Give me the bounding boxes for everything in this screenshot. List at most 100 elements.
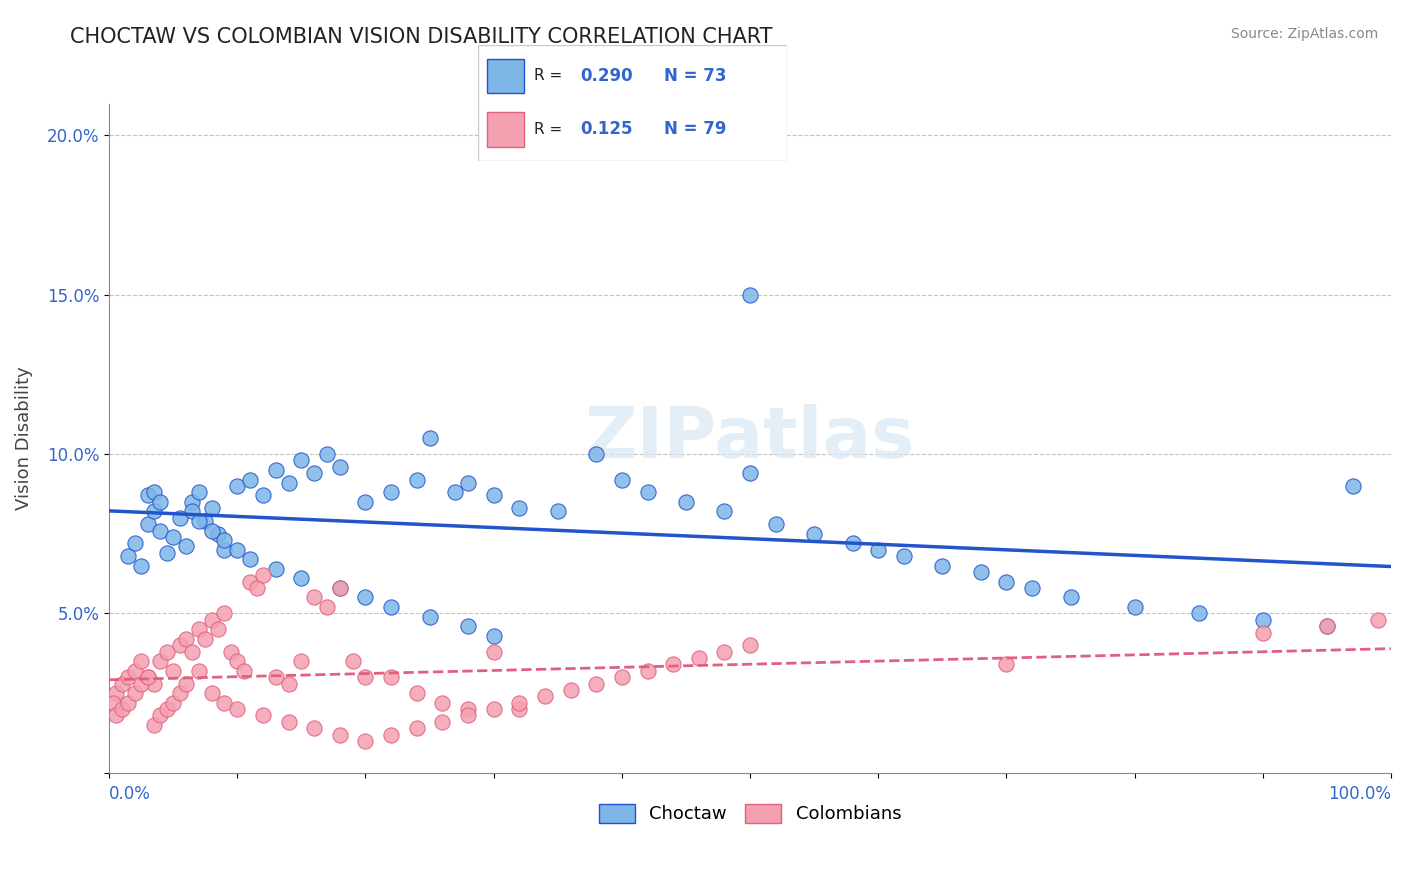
FancyBboxPatch shape: [488, 112, 524, 146]
Point: [482, 629, 505, 643]
Point: [136, 517, 159, 532]
Point: [136, 670, 159, 684]
Point: [226, 542, 249, 557]
Point: [432, 714, 454, 729]
Point: [329, 727, 352, 741]
Point: [354, 734, 377, 748]
Point: [104, 686, 127, 700]
Point: [457, 475, 479, 490]
Point: [201, 524, 224, 538]
Point: [662, 657, 685, 672]
Text: 0.0%: 0.0%: [110, 785, 150, 803]
Point: [380, 727, 402, 741]
Point: [149, 495, 172, 509]
Point: [169, 638, 191, 652]
Text: Source: ZipAtlas.com: Source: ZipAtlas.com: [1230, 27, 1378, 41]
Point: [585, 447, 607, 461]
Point: [187, 623, 209, 637]
Point: [803, 526, 825, 541]
Point: [457, 708, 479, 723]
Point: [214, 696, 236, 710]
Text: N = 73: N = 73: [664, 67, 725, 85]
Point: [675, 495, 697, 509]
Text: CHOCTAW VS COLOMBIAN VISION DISABILITY CORRELATION CHART: CHOCTAW VS COLOMBIAN VISION DISABILITY C…: [70, 27, 773, 46]
Point: [219, 645, 242, 659]
Point: [534, 690, 557, 704]
Point: [354, 670, 377, 684]
Point: [264, 562, 287, 576]
Point: [329, 581, 352, 595]
FancyBboxPatch shape: [488, 59, 524, 94]
Point: [207, 526, 229, 541]
Point: [868, 542, 890, 557]
Point: [232, 664, 254, 678]
Point: [174, 540, 197, 554]
Point: [252, 708, 274, 723]
Point: [1188, 607, 1211, 621]
Point: [187, 485, 209, 500]
Point: [508, 702, 530, 716]
Point: [101, 696, 124, 710]
Point: [444, 485, 467, 500]
Point: [1367, 613, 1389, 627]
Point: [637, 485, 659, 500]
Point: [970, 565, 993, 579]
Legend: Choctaw, Colombians: Choctaw, Colombians: [592, 797, 908, 830]
Point: [547, 504, 569, 518]
Point: [482, 702, 505, 716]
Point: [169, 510, 191, 524]
Point: [156, 645, 179, 659]
Point: [226, 654, 249, 668]
Point: [765, 517, 787, 532]
Point: [187, 514, 209, 528]
Point: [181, 645, 204, 659]
Point: [342, 654, 364, 668]
Point: [245, 581, 267, 595]
Text: 0.290: 0.290: [581, 67, 633, 85]
Point: [117, 670, 139, 684]
Point: [143, 676, 166, 690]
Point: [1251, 613, 1274, 627]
Point: [143, 718, 166, 732]
Point: [104, 708, 127, 723]
Point: [1341, 479, 1364, 493]
Point: [156, 546, 179, 560]
Point: [277, 676, 299, 690]
Point: [482, 645, 505, 659]
Point: [111, 676, 134, 690]
Point: [226, 702, 249, 716]
Point: [129, 654, 152, 668]
Point: [239, 473, 262, 487]
Point: [316, 447, 339, 461]
Point: [143, 485, 166, 500]
Point: [252, 488, 274, 502]
Point: [117, 696, 139, 710]
Point: [117, 549, 139, 563]
Point: [169, 686, 191, 700]
Point: [129, 558, 152, 573]
Point: [405, 473, 427, 487]
Point: [738, 287, 761, 301]
Point: [149, 524, 172, 538]
Point: [239, 574, 262, 589]
Point: [713, 645, 735, 659]
Point: [329, 459, 352, 474]
Point: [129, 676, 152, 690]
Point: [124, 536, 146, 550]
Point: [354, 495, 377, 509]
Point: [136, 670, 159, 684]
Point: [508, 501, 530, 516]
Point: [380, 600, 402, 615]
Point: [201, 613, 224, 627]
Point: [316, 600, 339, 615]
Point: [290, 654, 312, 668]
Point: [162, 696, 184, 710]
Point: [111, 702, 134, 716]
Point: [893, 549, 915, 563]
Point: [329, 581, 352, 595]
Point: [432, 696, 454, 710]
Point: [277, 475, 299, 490]
Point: [277, 714, 299, 729]
Point: [149, 654, 172, 668]
Point: [302, 466, 325, 480]
